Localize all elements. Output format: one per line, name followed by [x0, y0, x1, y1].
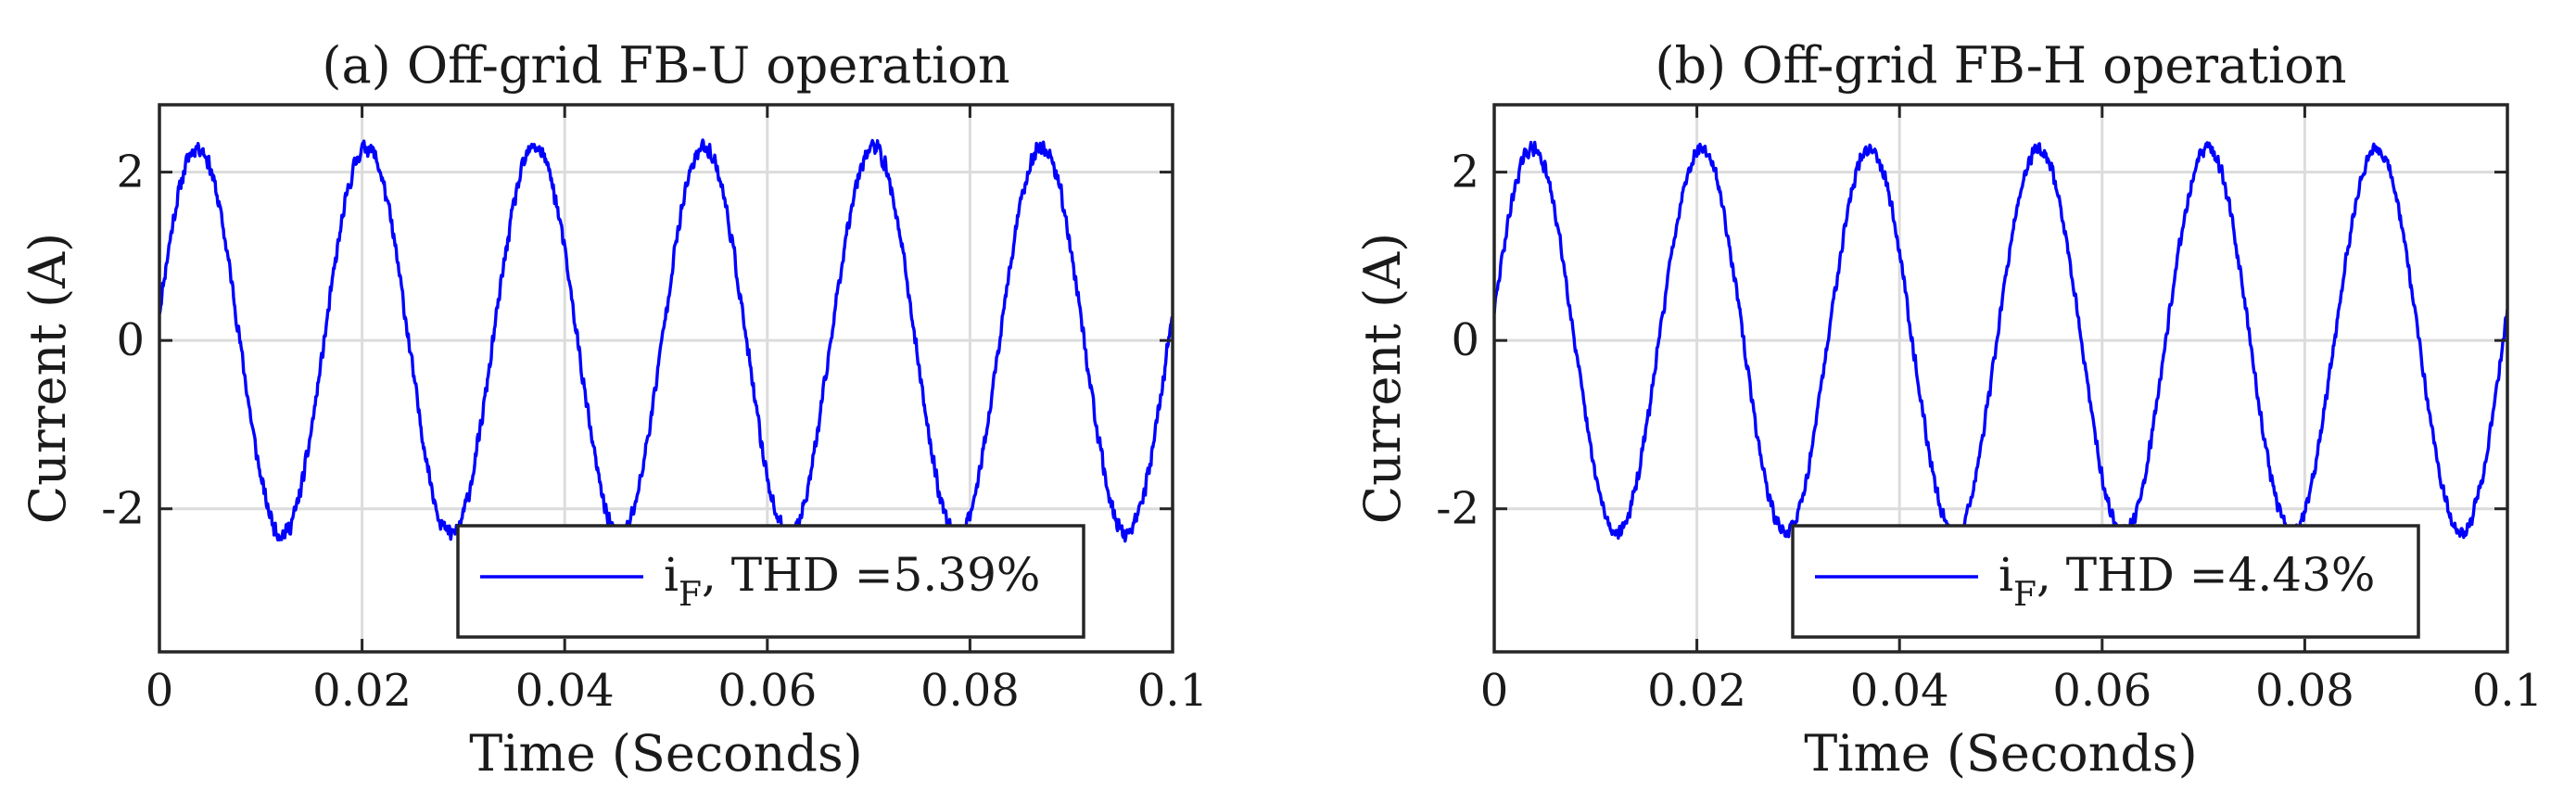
legend-label: iF, THD =5.39%	[664, 548, 1040, 614]
y-tick-label: 0	[1451, 314, 1479, 366]
series-line-i-F	[159, 138, 1173, 543]
x-tick-label: 0	[146, 665, 174, 717]
y-tick-label: -2	[1436, 483, 1479, 535]
series-line-i-F	[1494, 140, 2507, 542]
x-tick-label: 0.08	[920, 665, 1020, 717]
x-tick-label: 0.02	[1647, 665, 1746, 717]
x-tick-label: 0	[1480, 665, 1509, 717]
chart-panel-b: 0 0.02 0.04 0.06 0.08 0.1 -2 0 2 (b) Off-grid FB-…	[1353, 36, 2543, 783]
axes-box	[158, 103, 1174, 654]
chart-panel-a: 0 0.02 0.04 0.06 0.08 0.1 -2 0 2 (a) Off-grid FB-…	[19, 36, 1208, 783]
x-axis-label: Time (Seconds)	[469, 724, 863, 783]
y-tick-label: -2	[101, 483, 145, 535]
x-tick-label: 0.1	[2472, 665, 2543, 717]
chart-title: (b) Off-grid FB-H operation	[1655, 36, 2346, 95]
x-tick-label: 0.04	[515, 665, 615, 717]
legend-label-rest: , THD =5.39%	[702, 548, 1040, 602]
y-tick-label: 0	[116, 314, 145, 366]
legend-label-subscript: F	[2013, 576, 2037, 614]
legend: iF, THD =4.43%	[1791, 524, 2420, 639]
legend-box	[456, 524, 1085, 639]
y-axis-label: Current (A)	[1353, 233, 1412, 524]
axes-box	[1492, 103, 2509, 654]
x-tick-label: 0.02	[312, 665, 412, 717]
x-tick-label: 0.08	[2255, 665, 2354, 717]
chart-title: (a) Off-grid FB-U operation	[322, 36, 1009, 95]
x-tick-label: 0.06	[2052, 665, 2151, 717]
legend-label: iF, THD =4.43%	[1999, 548, 2375, 614]
legend-label-main: i	[664, 548, 679, 602]
legend-label-main: i	[1999, 548, 2013, 602]
x-tick-label: 0.04	[1850, 665, 1949, 717]
x-tick-label: 0.1	[1137, 665, 1208, 717]
legend-label-subscript: F	[679, 576, 702, 614]
x-tick-label: 0.06	[717, 665, 817, 717]
y-tick-label: 2	[1451, 147, 1479, 198]
y-axis-label: Current (A)	[19, 233, 77, 524]
y-tick-label: 2	[116, 147, 145, 198]
legend-label-rest: , THD =4.43%	[2037, 548, 2375, 602]
legend-box	[1791, 524, 2420, 639]
legend: iF, THD =5.39%	[456, 524, 1085, 639]
x-axis-label: Time (Seconds)	[1804, 724, 2198, 783]
